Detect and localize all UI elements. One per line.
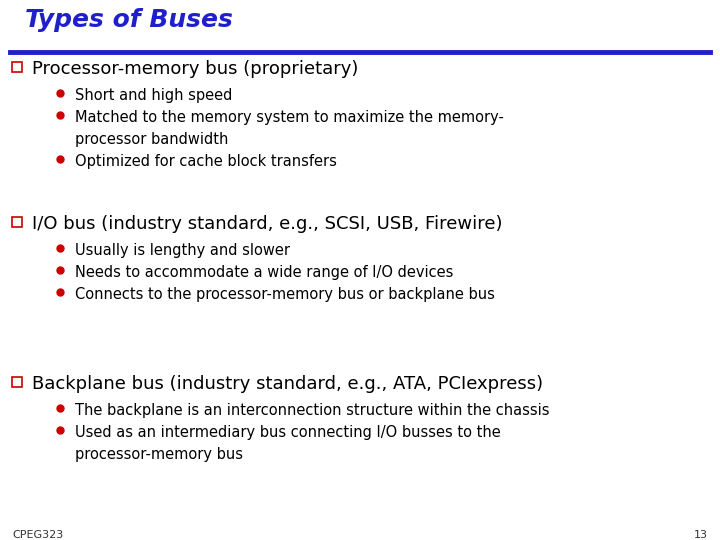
Text: CPEG323: CPEG323 <box>12 530 63 540</box>
Text: Used as an intermediary bus connecting I/O busses to the: Used as an intermediary bus connecting I… <box>75 425 500 440</box>
Bar <box>12 377 22 387</box>
Text: Processor-memory bus (proprietary): Processor-memory bus (proprietary) <box>32 60 359 78</box>
Text: Needs to accommodate a wide range of I/O devices: Needs to accommodate a wide range of I/O… <box>75 265 454 280</box>
Text: processor bandwidth: processor bandwidth <box>75 132 228 147</box>
Text: Types of Buses: Types of Buses <box>25 8 233 32</box>
Text: Connects to the processor-memory bus or backplane bus: Connects to the processor-memory bus or … <box>75 287 495 302</box>
Text: Backplane bus (industry standard, e.g., ATA, PCIexpress): Backplane bus (industry standard, e.g., … <box>32 375 543 393</box>
Text: I/O bus (industry standard, e.g., SCSI, USB, Firewire): I/O bus (industry standard, e.g., SCSI, … <box>32 215 503 233</box>
Text: processor-memory bus: processor-memory bus <box>75 447 243 462</box>
Text: Short and high speed: Short and high speed <box>75 88 233 103</box>
Text: The backplane is an interconnection structure within the chassis: The backplane is an interconnection stru… <box>75 403 549 418</box>
Bar <box>12 62 22 72</box>
Text: Usually is lengthy and slower: Usually is lengthy and slower <box>75 243 290 258</box>
Text: 13: 13 <box>694 530 708 540</box>
Text: Matched to the memory system to maximize the memory-: Matched to the memory system to maximize… <box>75 110 504 125</box>
Text: Optimized for cache block transfers: Optimized for cache block transfers <box>75 154 337 169</box>
Bar <box>12 217 22 227</box>
